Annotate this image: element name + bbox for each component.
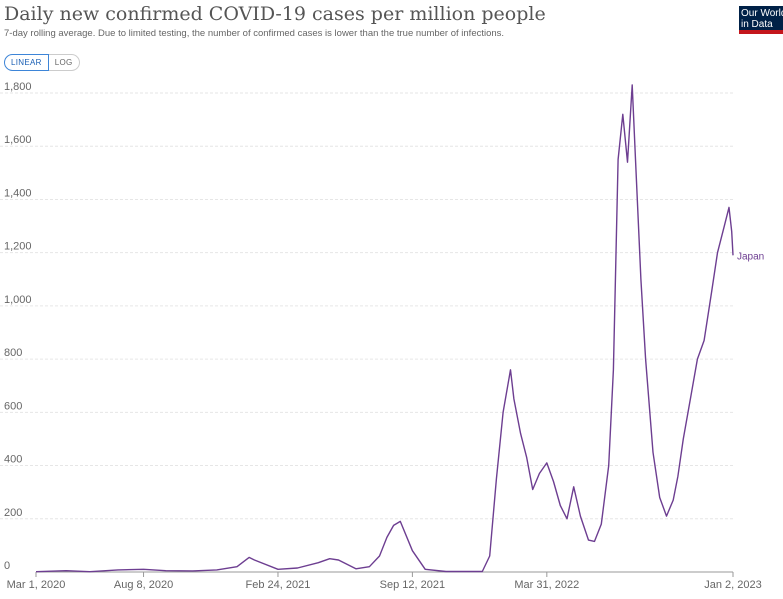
owid-logo[interactable]: Our World in Data [739,6,783,34]
chart-subtitle: 7-day rolling average. Due to limited te… [4,28,505,39]
y-tick-label: 1,600 [4,134,32,146]
linear-scale-button[interactable]: LINEAR [4,54,49,71]
y-axis: 0 200 400 600 800 1,000 1,200 1,400 1,600 1,800 [4,81,32,572]
scale-toggle: LINEAR LOG [4,54,80,71]
logo-line-1: Our World [741,8,783,19]
x-tick-label: Feb 24, 2021 [246,579,311,591]
y-tick-label: 0 [4,560,10,572]
y-tick-label: 400 [4,454,22,466]
y-tick-label: 1,200 [4,241,32,253]
gridlines [0,92,733,573]
y-tick-label: 200 [4,507,22,519]
x-tick-label: Mar 1, 2020 [7,579,66,591]
y-tick-label: 600 [4,400,22,412]
y-tick-label: 1,800 [4,81,32,93]
x-tick-label: Sep 12, 2021 [380,579,445,591]
series-label: Japan [737,251,764,262]
log-scale-button[interactable]: LOG [48,54,80,71]
chart-title: Daily new confirmed COVID-19 cases per m… [4,3,546,25]
series-layer: Japan [35,84,764,573]
y-tick-label: 1,400 [4,187,32,199]
series-line-japan[interactable] [35,84,734,573]
x-axis: Mar 1, 2020 Aug 8, 2020 Feb 24, 2021 Sep 12… [7,572,762,591]
y-tick-label: 1,000 [4,294,32,306]
x-tick-label: Jan 2, 2023 [704,579,762,591]
x-tick-label: Aug 8, 2020 [114,579,173,591]
x-tick-label: Mar 31, 2022 [514,579,579,591]
y-tick-label: 800 [4,347,22,359]
logo-line-2: in Data [741,19,773,30]
